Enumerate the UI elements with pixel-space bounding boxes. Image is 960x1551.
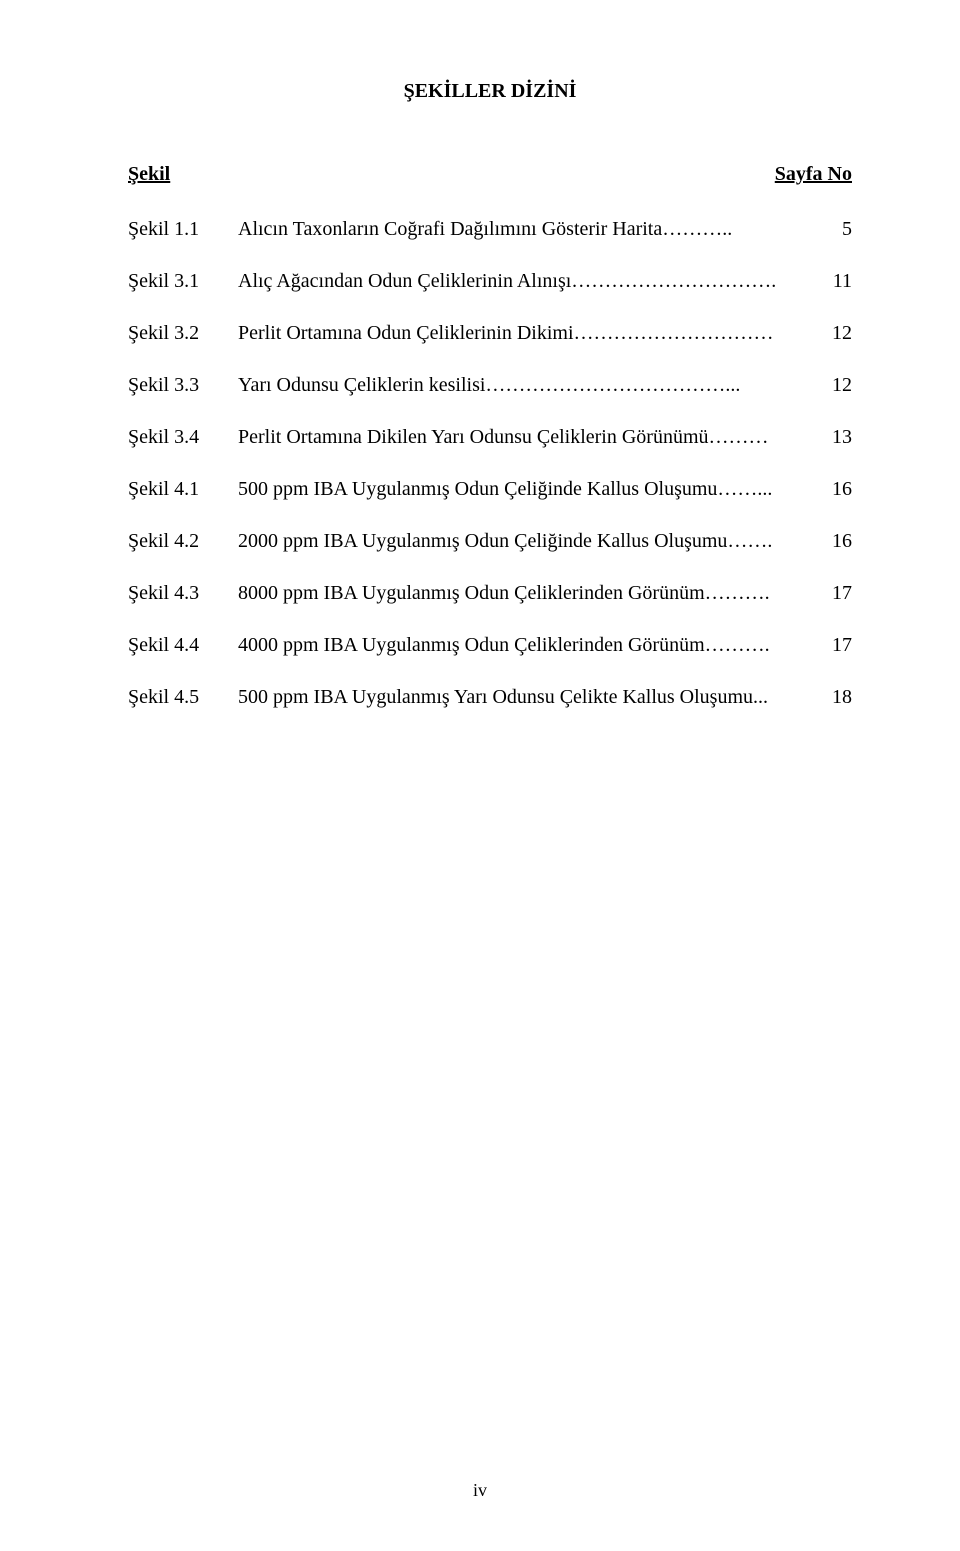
entry-page: 16 <box>812 526 852 556</box>
list-item: Şekil 4.3 8000 ppm IBA Uygulanmış Odun Ç… <box>128 578 852 608</box>
entry-page: 11 <box>812 266 852 296</box>
entry-label: Şekil 3.4 <box>128 422 238 452</box>
entry-label: Şekil 4.4 <box>128 630 238 660</box>
entry-page: 18 <box>812 682 852 712</box>
entry-label: Şekil 1.1 <box>128 214 238 244</box>
entry-description: Perlit Ortamına Dikilen Yarı Odunsu Çeli… <box>238 422 812 452</box>
entry-page: 16 <box>812 474 852 504</box>
list-item: Şekil 4.5 500 ppm IBA Uygulanmış Yarı Od… <box>128 682 852 712</box>
list-header: Şekil Sayfa No <box>128 163 852 186</box>
entry-label: Şekil 4.1 <box>128 474 238 504</box>
entry-label: Şekil 3.2 <box>128 318 238 348</box>
entry-description: 8000 ppm IBA Uygulanmış Odun Çeliklerind… <box>238 578 812 608</box>
page-number: iv <box>0 1480 960 1501</box>
entry-description: 2000 ppm IBA Uygulanmış Odun Çeliğinde K… <box>238 526 812 556</box>
list-item: Şekil 3.2 Perlit Ortamına Odun Çelikleri… <box>128 318 852 348</box>
entry-label: Şekil 4.5 <box>128 682 238 712</box>
list-item: Şekil 3.3 Yarı Odunsu Çeliklerin kesilis… <box>128 370 852 400</box>
header-right: Sayfa No <box>775 163 852 186</box>
entry-label: Şekil 3.3 <box>128 370 238 400</box>
entry-page: 12 <box>812 318 852 348</box>
entry-description: Alıcın Taxonların Coğrafi Dağılımını Gös… <box>238 214 812 244</box>
entry-label: Şekil 4.3 <box>128 578 238 608</box>
list-item: Şekil 3.4 Perlit Ortamına Dikilen Yarı O… <box>128 422 852 452</box>
entry-description: Yarı Odunsu Çeliklerin kesilisi………………………… <box>238 370 812 400</box>
entry-label: Şekil 3.1 <box>128 266 238 296</box>
entry-page: 5 <box>812 214 852 244</box>
list-item: Şekil 3.1 Alıç Ağacından Odun Çeliklerin… <box>128 266 852 296</box>
entry-label: Şekil 4.2 <box>128 526 238 556</box>
list-item: Şekil 4.4 4000 ppm IBA Uygulanmış Odun Ç… <box>128 630 852 660</box>
list-item: Şekil 1.1 Alıcın Taxonların Coğrafi Dağı… <box>128 214 852 244</box>
entry-description: Alıç Ağacından Odun Çeliklerinin Alınışı… <box>238 266 812 296</box>
entry-page: 13 <box>812 422 852 452</box>
entry-description: 500 ppm IBA Uygulanmış Yarı Odunsu Çelik… <box>238 682 812 712</box>
entry-page: 12 <box>812 370 852 400</box>
entry-description: 500 ppm IBA Uygulanmış Odun Çeliğinde Ka… <box>238 474 812 504</box>
page-title: ŞEKİLLER DİZİNİ <box>128 80 852 103</box>
header-left: Şekil <box>128 163 170 186</box>
entry-description: Perlit Ortamına Odun Çeliklerinin Dikimi… <box>238 318 812 348</box>
entry-description: 4000 ppm IBA Uygulanmış Odun Çeliklerind… <box>238 630 812 660</box>
entry-page: 17 <box>812 630 852 660</box>
list-item: Şekil 4.2 2000 ppm IBA Uygulanmış Odun Ç… <box>128 526 852 556</box>
list-item: Şekil 4.1 500 ppm IBA Uygulanmış Odun Çe… <box>128 474 852 504</box>
entry-page: 17 <box>812 578 852 608</box>
